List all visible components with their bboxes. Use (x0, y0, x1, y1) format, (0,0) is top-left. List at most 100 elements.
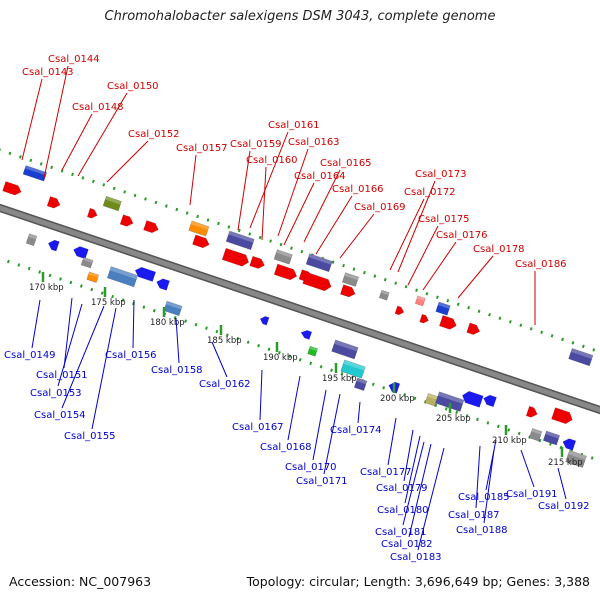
gene-feature[interactable] (106, 266, 139, 288)
reverse-gene-label[interactable]: Csal_0149 (4, 350, 56, 361)
reverse-gene-label[interactable]: Csal_0177 (360, 467, 412, 478)
gene-feature[interactable] (414, 295, 426, 307)
forward-gene-label[interactable]: Csal_0178 (473, 244, 525, 255)
forward-gene-label[interactable]: Csal_0157 (176, 143, 228, 154)
reverse-gene-label[interactable]: Csal_0188 (456, 525, 508, 536)
reverse-gene-label[interactable]: Csal_0182 (381, 539, 433, 550)
gene-feature[interactable] (46, 196, 62, 209)
gene-feature[interactable] (561, 437, 577, 451)
forward-gene-label[interactable]: Csal_0160 (246, 155, 298, 166)
reverse-gene-label[interactable]: Csal_0187 (448, 510, 500, 521)
gene-feature[interactable] (221, 247, 250, 268)
gene-feature[interactable] (80, 256, 94, 269)
gene-feature[interactable] (528, 428, 543, 442)
gene-feature[interactable] (225, 230, 255, 251)
gene-feature[interactable] (143, 220, 160, 234)
reverse-gene-label[interactable]: Csal_0155 (64, 431, 116, 442)
forward-gene-label[interactable]: Csal_0175 (418, 214, 470, 225)
gene-features[interactable] (2, 165, 594, 468)
gene-feature[interactable] (565, 449, 587, 468)
reverse-gene-label[interactable]: Csal_0192 (538, 501, 590, 512)
gene-feature[interactable] (192, 234, 210, 250)
reverse-gene-label[interactable]: Csal_0151 (36, 370, 88, 381)
gene-feature[interactable] (249, 255, 266, 270)
forward-gene-label[interactable]: Csal_0161 (268, 120, 320, 131)
gene-feature[interactable] (568, 348, 594, 367)
reverse-gene-label[interactable]: Csal_0167 (232, 422, 284, 433)
gene-feature[interactable] (102, 195, 122, 212)
gene-feature[interactable] (419, 313, 430, 324)
reverse-gene-label[interactable]: Csal_0154 (34, 410, 86, 421)
gene-feature[interactable] (435, 301, 451, 316)
gene-feature[interactable] (466, 322, 482, 336)
forward-gene-label[interactable]: Csal_0163 (288, 137, 340, 148)
gene-feature[interactable] (339, 284, 356, 299)
gene-feature[interactable] (86, 207, 98, 219)
gene-feature[interactable] (273, 249, 293, 265)
gene-feature[interactable] (353, 377, 368, 391)
reverse-gene-label[interactable]: Csal_0174 (330, 425, 382, 436)
reverse-gene-label[interactable]: Csal_0183 (390, 552, 442, 563)
forward-gene-label[interactable]: Csal_0169 (354, 202, 406, 213)
reverse-gene-label[interactable]: Csal_0168 (260, 442, 312, 453)
reverse-gene-label[interactable]: Csal_0185 (458, 492, 510, 503)
reverse-gene-label[interactable]: Csal_0191 (506, 489, 558, 500)
gene-feature[interactable] (25, 233, 38, 247)
gene-feature[interactable] (300, 329, 313, 340)
reverse-gene-label[interactable]: Csal_0170 (285, 462, 337, 473)
gene-feature[interactable] (155, 277, 170, 291)
gene-feature[interactable] (378, 289, 390, 301)
gene-feature[interactable] (305, 253, 333, 273)
gene-labels[interactable]: Csal_0144 Csal_0143 Csal_0150 Csal_0148 Csal… (4, 54, 590, 563)
gene-feature[interactable] (163, 300, 183, 317)
forward-gene-label[interactable]: Csal_0150 (107, 81, 159, 92)
gene-feature[interactable] (551, 407, 575, 426)
forward-gene-label[interactable]: Csal_0176 (436, 230, 488, 241)
forward-gene-label[interactable]: Csal_0165 (320, 158, 372, 169)
gene-feature[interactable] (134, 266, 157, 282)
gene-feature[interactable] (47, 239, 60, 252)
forward-gene-label[interactable]: Csal_0173 (415, 169, 467, 180)
forward-gene-label[interactable]: Csal_0164 (294, 171, 346, 182)
forward-gene-label[interactable]: Csal_0143 (22, 67, 74, 78)
gene-feature[interactable] (460, 390, 484, 408)
gene-feature[interactable] (22, 165, 48, 182)
reverse-gene-label[interactable]: Csal_0171 (296, 476, 348, 487)
gene-feature[interactable] (340, 359, 366, 379)
forward-gene-label[interactable]: Csal_0166 (332, 184, 384, 195)
gene-feature[interactable] (394, 305, 405, 316)
gene-feature[interactable] (331, 339, 359, 360)
gene-feature[interactable] (438, 315, 458, 331)
reverse-gene-label[interactable]: Csal_0153 (30, 388, 82, 399)
gene-feature[interactable] (259, 315, 270, 326)
forward-gene-label[interactable]: Csal_0152 (128, 129, 180, 140)
reverse-leader-line (483, 449, 495, 524)
gene-feature[interactable] (2, 181, 23, 196)
reverse-gene-label[interactable]: Csal_0179 (376, 483, 428, 494)
reverse-gene-label[interactable]: Csal_0181 (375, 527, 427, 538)
gene-feature[interactable] (542, 430, 561, 446)
gene-feature[interactable] (273, 263, 298, 281)
forward-gene-label[interactable]: Csal_0148 (72, 102, 124, 113)
reverse-gene-label[interactable]: Csal_0158 (151, 365, 203, 376)
gene-feature[interactable] (482, 393, 497, 408)
reverse-gene-label[interactable]: Csal_0156 (105, 350, 157, 361)
gene-feature[interactable] (525, 405, 539, 419)
forward-gene-label[interactable]: Csal_0172 (404, 187, 456, 198)
reverse-gene-label[interactable]: Csal_0180 (377, 505, 429, 516)
gene-feature[interactable] (307, 345, 319, 357)
forward-leader-line (21, 78, 43, 161)
gene-feature[interactable] (435, 391, 465, 412)
reverse-leader-line (387, 417, 397, 466)
gene-feature[interactable] (188, 220, 210, 237)
gene-feature[interactable] (341, 272, 360, 287)
forward-gene-label[interactable]: Csal_0144 (48, 54, 100, 65)
forward-gene-label[interactable]: Csal_0159 (230, 139, 282, 150)
gene-feature[interactable] (119, 214, 135, 228)
reverse-gene-label[interactable]: Csal_0162 (199, 379, 251, 390)
forward-gene-label[interactable]: Csal_0186 (515, 259, 567, 270)
gene-feature[interactable] (302, 271, 333, 292)
gene-feature[interactable] (86, 271, 100, 283)
gene-feature[interactable] (72, 245, 89, 260)
